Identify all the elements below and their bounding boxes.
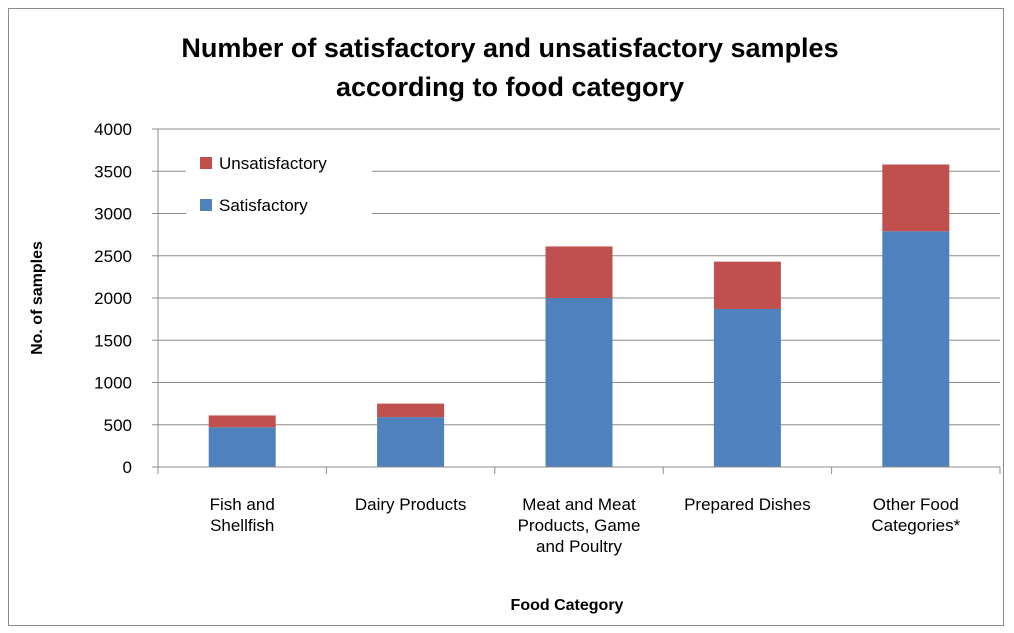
x-category-label: and Poultry — [536, 537, 622, 556]
y-tick-label: 4000 — [94, 120, 132, 139]
x-axis-title: Food Category — [511, 597, 624, 614]
x-category-label: Fish and — [210, 495, 275, 514]
bar-unsatisfactory-1 — [208, 415, 276, 428]
legend: Unsatisfactory Satisfactory — [186, 148, 372, 218]
bar-satisfactory-5 — [882, 231, 950, 467]
y-tick-label: 3000 — [94, 205, 132, 224]
chart-title-line-2: according to food category — [336, 72, 684, 102]
y-tick-label: 3500 — [94, 162, 132, 181]
x-category-label: Meat and Meat — [522, 495, 636, 514]
legend-background — [186, 148, 372, 218]
bar-satisfactory-3 — [545, 298, 613, 467]
legend-swatch-unsatisfactory — [200, 157, 212, 169]
legend-label-satisfactory: Satisfactory — [219, 196, 308, 215]
bar-unsatisfactory-4 — [713, 261, 781, 309]
bar-satisfactory-2 — [377, 417, 445, 467]
x-category-label: Prepared Dishes — [684, 495, 811, 514]
bar-unsatisfactory-5 — [882, 164, 950, 232]
x-category-label: Products, Game — [518, 516, 641, 535]
x-category-label: Shellfish — [210, 516, 274, 535]
y-axis-title: No. of samples — [29, 241, 46, 355]
chart-title: Number of satisfactory and unsatisfactor… — [181, 33, 838, 102]
y-tick-label: 1000 — [94, 374, 132, 393]
legend-label-unsatisfactory: Unsatisfactory — [219, 154, 327, 173]
x-category-label: Dairy Products — [355, 495, 466, 514]
x-category-label: Other Food — [873, 495, 959, 514]
x-axis-category-labels: Fish and Shellfish Dairy Products Meat and … — [210, 495, 961, 556]
y-tick-label: 0 — [123, 458, 132, 477]
bar-satisfactory-4 — [713, 308, 781, 467]
chart-frame — [8, 8, 1004, 626]
y-tick-label: 500 — [104, 416, 132, 435]
bar-unsatisfactory-3 — [545, 246, 613, 298]
y-axis-tick-labels: 0 500 1000 1500 2000 2500 3000 3500 4000 — [94, 120, 158, 477]
y-tick-label: 1500 — [94, 331, 132, 350]
bars — [208, 164, 950, 467]
bar-unsatisfactory-2 — [377, 403, 445, 418]
x-category-label: Categories* — [871, 516, 960, 535]
bar-satisfactory-1 — [208, 427, 276, 467]
y-tick-label: 2500 — [94, 247, 132, 266]
legend-swatch-satisfactory — [200, 199, 212, 211]
chart-title-line-1: Number of satisfactory and unsatisfactor… — [181, 33, 838, 63]
y-tick-label: 2000 — [94, 289, 132, 308]
